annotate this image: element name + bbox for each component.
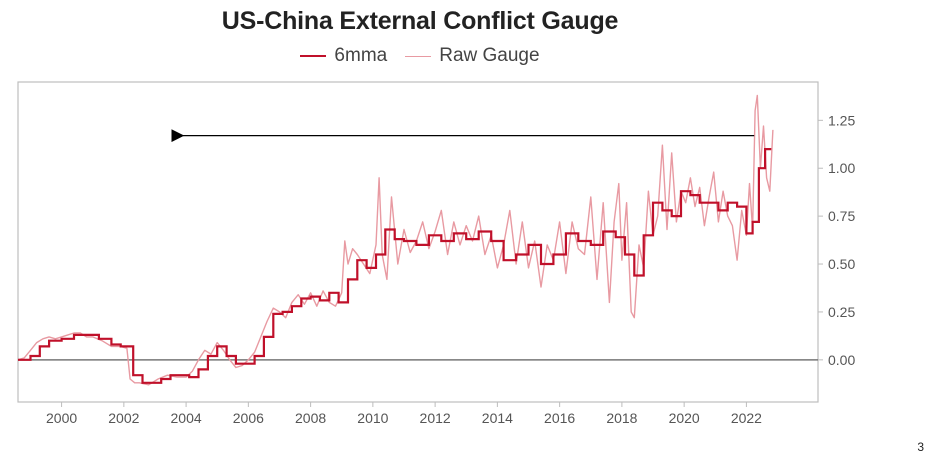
- series-6mma-line: [18, 148, 772, 384]
- legend-label-raw-gauge: Raw Gauge: [439, 45, 540, 66]
- y-tick-label: 0.00: [828, 352, 855, 368]
- plot-frame: [17, 81, 819, 403]
- y-tick-label: 0.50: [828, 256, 855, 272]
- y-tick-label: 1.25: [828, 112, 855, 128]
- legend-item-6mma: 6mma: [300, 45, 387, 67]
- x-tick-label: 2022: [731, 410, 762, 426]
- y-tick-label: 1.00: [828, 160, 855, 176]
- x-tick-label: 2006: [233, 410, 264, 426]
- x-tick-label: 2002: [108, 410, 139, 426]
- legend-item-raw-gauge: Raw Gauge: [405, 45, 540, 67]
- legend-swatch-raw-gauge: [405, 55, 432, 57]
- x-tick-label: 2008: [295, 410, 326, 426]
- x-tick-label: 2016: [544, 410, 575, 426]
- chart-title: US-China External Conflict Gauge: [221, 7, 619, 35]
- y-tick-label: 0.75: [828, 208, 855, 224]
- page-number: 3: [917, 440, 924, 454]
- x-tick-label: 2014: [482, 410, 513, 426]
- legend-swatch-6mma: [300, 55, 327, 57]
- chart-legend: 6mma Raw Gauge: [0, 45, 840, 67]
- x-tick-label: 2018: [606, 410, 637, 426]
- legend-label-6mma: 6mma: [334, 45, 388, 66]
- x-tick-label: 2000: [46, 410, 77, 426]
- x-tick-label: 2012: [420, 410, 451, 426]
- y-tick-label: 0.25: [828, 304, 855, 320]
- x-tick-label: 2004: [171, 410, 202, 426]
- x-tick-label: 2020: [669, 410, 700, 426]
- x-tick-label: 2010: [357, 410, 388, 426]
